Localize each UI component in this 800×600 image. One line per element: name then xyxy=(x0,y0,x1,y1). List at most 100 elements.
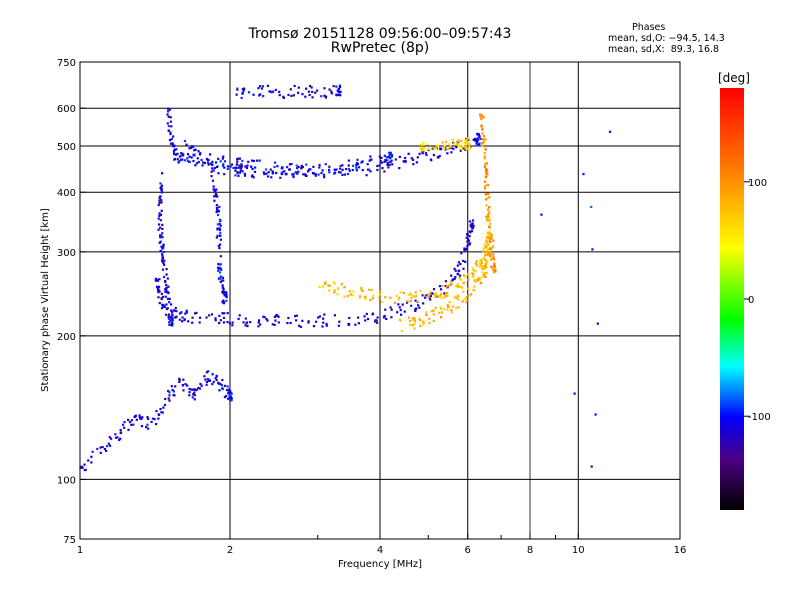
data-point xyxy=(416,304,420,307)
data-point xyxy=(214,319,217,322)
data-point xyxy=(156,287,159,290)
data-point xyxy=(221,387,224,391)
data-point xyxy=(160,292,164,295)
data-point xyxy=(231,324,234,327)
data-point xyxy=(171,318,174,322)
data-point xyxy=(99,451,102,454)
data-point xyxy=(218,218,221,222)
data-point xyxy=(182,378,185,381)
data-point xyxy=(318,166,321,169)
data-point xyxy=(170,385,173,388)
data-point xyxy=(459,263,462,266)
data-point xyxy=(159,250,162,253)
data-point xyxy=(162,243,165,246)
data-point xyxy=(352,164,355,167)
data-point xyxy=(474,280,477,284)
data-point xyxy=(182,389,185,392)
data-point xyxy=(219,280,222,284)
data-point xyxy=(172,135,175,138)
data-point xyxy=(596,322,599,325)
data-point xyxy=(457,270,460,273)
data-point xyxy=(485,271,489,274)
data-point xyxy=(211,163,214,167)
data-point xyxy=(485,215,488,218)
data-point xyxy=(466,140,469,143)
data-point xyxy=(487,212,490,215)
data-point xyxy=(161,223,164,227)
data-point xyxy=(158,290,161,293)
data-point xyxy=(171,313,174,316)
x-axis-label: Frequency [MHz] xyxy=(338,559,422,570)
data-point xyxy=(167,125,170,128)
data-point xyxy=(354,323,357,326)
data-point xyxy=(221,284,224,287)
data-point xyxy=(297,170,300,173)
data-point xyxy=(483,243,486,246)
data-point xyxy=(439,306,443,309)
data-point xyxy=(485,204,488,207)
data-point xyxy=(214,161,218,164)
data-point xyxy=(488,210,491,214)
data-point xyxy=(289,321,292,325)
data-point xyxy=(423,294,426,297)
data-point xyxy=(290,162,293,166)
data-point xyxy=(314,91,317,94)
data-point xyxy=(219,234,222,237)
data-point xyxy=(484,272,487,275)
data-point xyxy=(166,122,169,125)
data-point xyxy=(226,167,229,171)
data-point xyxy=(222,321,226,324)
data-point xyxy=(304,95,307,98)
data-point xyxy=(485,218,488,221)
data-point xyxy=(398,166,401,170)
data-point xyxy=(211,373,214,376)
data-point xyxy=(428,148,431,151)
data-point xyxy=(404,156,407,160)
data-point xyxy=(416,300,419,303)
data-point xyxy=(460,278,463,281)
data-point xyxy=(218,389,221,392)
data-point xyxy=(485,240,488,243)
data-point xyxy=(376,321,379,324)
data-point xyxy=(459,285,462,288)
data-point xyxy=(339,94,342,97)
data-point xyxy=(218,247,221,250)
data-point xyxy=(493,270,497,273)
data-point xyxy=(399,313,403,316)
data-point xyxy=(307,90,310,93)
data-point xyxy=(324,281,327,284)
chart-title-line2: RwPretec (8p) xyxy=(330,40,430,56)
data-point xyxy=(228,388,231,391)
data-point xyxy=(484,254,487,257)
data-point xyxy=(193,149,196,152)
data-point xyxy=(114,433,117,436)
data-point xyxy=(158,278,161,281)
data-point xyxy=(463,247,466,250)
data-point xyxy=(466,142,469,145)
data-point xyxy=(146,423,149,426)
data-point xyxy=(167,317,171,320)
data-point xyxy=(413,327,416,330)
data-point xyxy=(262,95,265,98)
x-tick-label: 16 xyxy=(674,545,687,556)
data-point xyxy=(210,313,214,316)
data-point xyxy=(436,156,439,159)
data-point xyxy=(468,242,472,245)
data-point xyxy=(296,172,299,175)
data-point xyxy=(221,312,224,315)
data-point xyxy=(465,147,468,150)
data-point xyxy=(222,288,225,291)
data-point xyxy=(468,235,471,238)
data-point xyxy=(457,145,460,148)
data-point xyxy=(151,417,155,420)
data-point xyxy=(458,144,462,147)
data-point xyxy=(161,295,165,298)
data-point xyxy=(223,166,226,169)
data-point xyxy=(218,222,221,225)
data-point xyxy=(314,174,317,177)
data-point xyxy=(322,317,325,320)
data-point xyxy=(461,145,464,148)
data-point xyxy=(154,279,157,282)
data-point xyxy=(467,294,470,297)
data-point xyxy=(316,89,319,92)
